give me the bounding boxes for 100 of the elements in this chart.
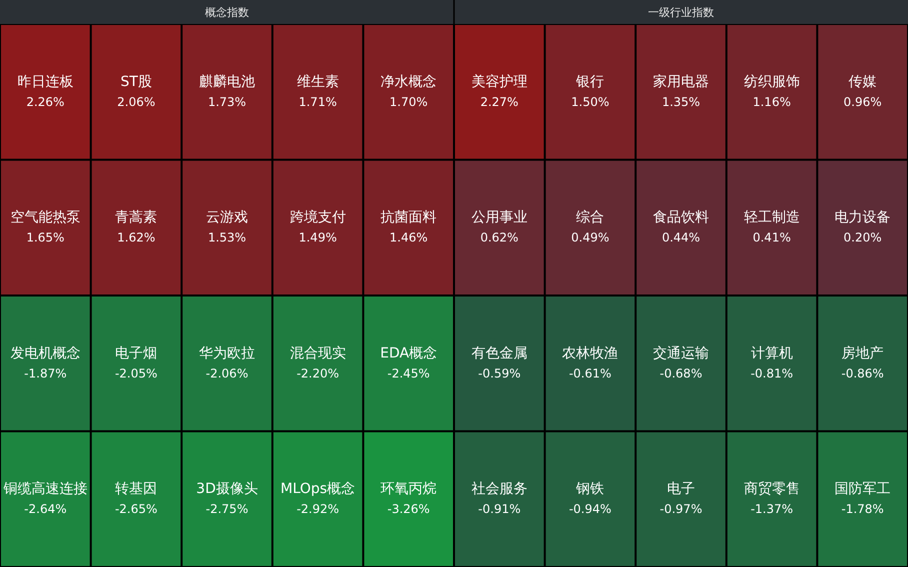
data-label: -1.87% (24, 366, 67, 380)
text: 一级行业指数 (648, 6, 714, 19)
tile: 电子 -0.97% (636, 432, 726, 566)
category-label: 发电机概念 (10, 345, 80, 362)
category-label: 农林牧渔 (562, 345, 618, 362)
tile: 公用事业 0.62% (455, 160, 544, 294)
data-label: 1.62% (117, 230, 156, 245)
tile: 电子烟 -2.05% (92, 296, 181, 430)
data-label: 1.71% (298, 94, 337, 109)
data-label: -3.26% (387, 502, 430, 516)
category-label: 钢铁 (575, 481, 604, 498)
data-label: -2.45% (387, 366, 430, 380)
category-label: 电力设备 (834, 210, 891, 226)
tile: 麒麟电池 1.73% (182, 25, 272, 159)
data-label: -2.20% (296, 366, 340, 380)
category-label: 华为欧拉 (199, 345, 255, 362)
category-label: 有色金属 (471, 345, 528, 362)
tile: 转基因 -2.65% (92, 432, 181, 566)
tile: 昨日连板 2.26% (1, 25, 90, 159)
category-label: EDA概念 (380, 345, 438, 362)
data-label: 1.49% (298, 230, 337, 245)
tile: 社会服务 -0.91% (455, 432, 544, 566)
text: 概念指数 (205, 6, 249, 19)
tile: 计算机 -0.81% (727, 296, 816, 430)
category-label: MLOps概念 (280, 481, 356, 498)
data-label: 0.41% (752, 230, 791, 245)
data-label: -2.05% (114, 366, 158, 380)
category-label: 转基因 (115, 481, 158, 498)
tile: 国防军工 -1.78% (818, 432, 907, 566)
category-label: 云游戏 (206, 210, 248, 226)
tile: MLOps概念 -2.92% (273, 432, 362, 566)
data-label: -0.91% (478, 502, 521, 516)
data-label: 2.27% (480, 94, 518, 109)
category-label: 银行 (575, 74, 604, 90)
data-label: -2.06% (206, 366, 248, 380)
category-label: 环氧丙烷 (380, 481, 437, 498)
data-label: 1.16% (752, 94, 791, 109)
data-label: 0.20% (844, 230, 882, 245)
data-label: 1.73% (208, 94, 246, 109)
category-label: 净水概念 (380, 74, 437, 90)
tile: 食品饮料 0.44% (636, 160, 726, 294)
tile: 电力设备 0.20% (818, 160, 907, 294)
category-label: 计算机 (750, 345, 793, 362)
data-label: 0.96% (844, 94, 882, 109)
category-label: 纺织服饰 (744, 74, 800, 90)
data-label: 1.53% (208, 230, 246, 245)
category-label: 社会服务 (471, 481, 528, 498)
tile: 发电机概念 -1.87% (1, 296, 90, 430)
tile: 维生素 1.71% (273, 25, 362, 159)
tile: EDA概念 -2.45% (364, 296, 453, 430)
category-label: 电子烟 (115, 345, 158, 362)
tile: 华为欧拉 -2.06% (182, 296, 272, 430)
data-label: 0.49% (571, 230, 610, 245)
data-label: 1.70% (390, 94, 428, 109)
tile: 抗菌面料 1.46% (364, 160, 453, 294)
data-label: -2.75% (206, 502, 248, 516)
tile: 商贸零售 -1.37% (727, 432, 816, 566)
data-label: -0.97% (660, 502, 702, 516)
tile: 银行 1.50% (546, 25, 635, 159)
category-label: 电子 (667, 481, 695, 498)
tile: 铜缆高速连接 -2.64% (1, 432, 90, 566)
tile: 云游戏 1.53% (182, 160, 272, 294)
tile: 净水概念 1.70% (364, 25, 453, 159)
category-label: 美容护理 (471, 74, 528, 90)
category-label: 公用事业 (471, 210, 528, 226)
category-label: 家用电器 (653, 74, 709, 90)
data-label: 0.44% (662, 230, 700, 245)
data-label: 1.35% (662, 94, 700, 109)
tile: 传媒 0.96% (818, 25, 907, 159)
tile: ST股 2.06% (92, 25, 181, 159)
category-label: 轻工制造 (744, 210, 800, 226)
data-label: 2.06% (117, 94, 156, 109)
tile: 房地产 -0.86% (818, 296, 907, 430)
data-label: -1.78% (841, 502, 884, 516)
category-label: 铜缆高速连接 (2, 481, 88, 498)
data-label: -2.92% (296, 502, 340, 516)
data-label: -0.81% (750, 366, 794, 380)
data-label: -2.64% (24, 502, 67, 516)
category-label: 跨境支付 (290, 210, 346, 226)
category-label: 房地产 (842, 345, 884, 362)
category-label: 昨日连板 (17, 74, 74, 90)
tile: 轻工制造 0.41% (727, 160, 816, 294)
data-label: 1.46% (390, 230, 428, 245)
category-label: 空气能热泵 (10, 210, 80, 226)
data-label: 1.65% (26, 230, 64, 245)
tile: 跨境支付 1.49% (273, 160, 362, 294)
tile: 3D摄像头 -2.75% (182, 432, 272, 566)
category-label: 抗菌面料 (380, 210, 437, 226)
data-label: 2.26% (26, 94, 64, 109)
category-label: 传媒 (848, 74, 877, 90)
category-label: 食品饮料 (653, 210, 709, 226)
data-label: -1.37% (750, 502, 794, 516)
category-label: 混合现实 (290, 345, 346, 362)
data-label: -0.86% (841, 366, 884, 380)
tile: 综合 0.49% (546, 160, 635, 294)
tile: 家用电器 1.35% (636, 25, 726, 159)
data-label: 0.62% (480, 230, 518, 245)
tile: 钢铁 -0.94% (546, 432, 635, 566)
category-label: 交通运输 (653, 345, 709, 362)
data-label: -0.59% (478, 366, 521, 380)
